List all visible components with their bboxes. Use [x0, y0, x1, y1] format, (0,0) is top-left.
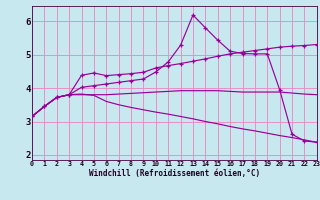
X-axis label: Windchill (Refroidissement éolien,°C): Windchill (Refroidissement éolien,°C) — [89, 169, 260, 178]
